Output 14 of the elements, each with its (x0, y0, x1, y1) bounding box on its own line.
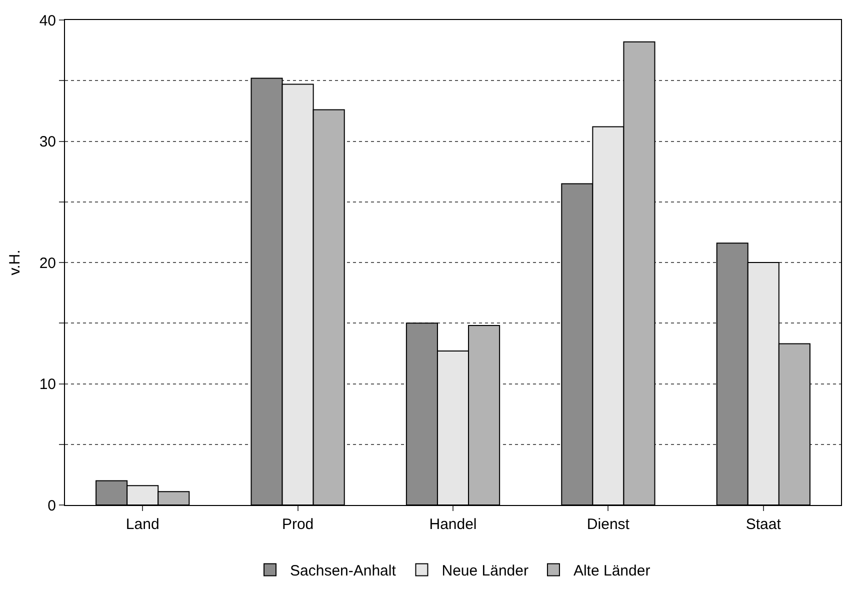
y-tick-label: 20 (39, 254, 56, 272)
y-tick-label: 30 (39, 134, 56, 150)
x-tick-label: Staat (746, 516, 782, 533)
legend-label: Alte Länder (573, 562, 650, 580)
legend-label: Neue Länder (442, 562, 528, 580)
x-tick-label: Land (126, 516, 160, 533)
x-tick-label: Prod (282, 516, 314, 533)
y-tick-label: 0 (48, 497, 56, 514)
y-tick-label: 10 (39, 376, 56, 393)
legend-label: Sachsen-Anhalt (290, 562, 397, 580)
y-axis-title: v.H. (6, 250, 24, 276)
y-tick-label: 40 (39, 12, 56, 30)
x-tick-label: Handel (429, 516, 477, 533)
x-tick-label: Dienst (586, 516, 630, 533)
